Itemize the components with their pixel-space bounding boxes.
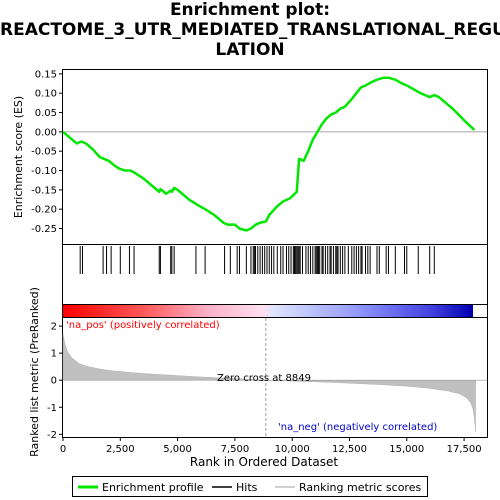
- pos-label: 'na_pos' (positively correlated): [66, 320, 220, 331]
- es-y-tick-label: 0.10: [35, 89, 57, 100]
- neg-label: 'na_neg' (negatively correlated): [278, 422, 437, 433]
- legend-metric-label: Ranking metric scores: [299, 481, 421, 494]
- axes: 0.15 0.10 0.05 0.00 -0.05 -0.10 -0.15 -0.20 -0.2…: [31, 69, 481, 455]
- x-tick-label: 2,500: [106, 444, 135, 455]
- hit-marks: [79, 246, 435, 274]
- x-tick-label: 12,500: [332, 444, 367, 455]
- metric-panel: [62, 317, 488, 438]
- x-tick-label: 17,500: [447, 444, 482, 455]
- es-y-tick-label: 0.05: [35, 108, 57, 119]
- zero-cross-label: Zero cross at 8849: [217, 373, 311, 384]
- metric-y-tick-label: -2: [47, 430, 57, 441]
- metric-y-tick-label: 0: [51, 376, 57, 387]
- chart-title-line-2: REACTOME_3_UTR_MEDIATED_TRANSLATIONAL_RE…: [0, 20, 500, 40]
- es-y-tick-label: -0.10: [31, 166, 57, 177]
- metric-area: [62, 318, 487, 437]
- es-y-tick-label: 0.15: [35, 69, 57, 80]
- es-y-axis-label: Enrichment score (ES): [12, 96, 25, 218]
- x-tick-label: 0: [60, 444, 66, 455]
- rank-colorbar: [63, 305, 473, 317]
- metric-y-tick-label: 1: [51, 349, 57, 360]
- metric-y-axis-label: Ranked list metric (PreRanked): [28, 287, 41, 457]
- hits-panel: [62, 244, 488, 305]
- es-y-tick-label: 0.00: [35, 127, 57, 138]
- es-y-tick-label: -0.15: [31, 185, 57, 196]
- x-tick-label: 15,000: [389, 444, 424, 455]
- es-y-tick-label: -0.20: [31, 205, 57, 216]
- es-y-tick-label: -0.05: [31, 147, 57, 158]
- es-y-tick-label: -0.25: [31, 224, 57, 235]
- metric-y-tick-label: 2: [51, 322, 57, 333]
- metric-area-path: [62, 334, 476, 432]
- es-curve-line: [62, 76, 476, 232]
- x-axis-label: Rank in Ordered Dataset: [190, 455, 338, 469]
- x-tick-label: 7,500: [221, 444, 250, 455]
- chart-title: Enrichment plot: REACTOME_3_UTR_MEDIATED…: [0, 0, 500, 60]
- x-tick-label: 5,000: [163, 444, 192, 455]
- x-tick-label: 10,000: [275, 444, 310, 455]
- chart-title-line-1: Enrichment plot:: [169, 0, 331, 20]
- chart-title-line-3: LATION: [215, 40, 285, 60]
- legend-hits-label: Hits: [236, 481, 258, 494]
- legend-box: [72, 476, 428, 497]
- es-curve: [62, 76, 476, 232]
- legend-es-label: Enrichment profile: [102, 481, 204, 494]
- metric-y-tick-label: -1: [47, 403, 57, 414]
